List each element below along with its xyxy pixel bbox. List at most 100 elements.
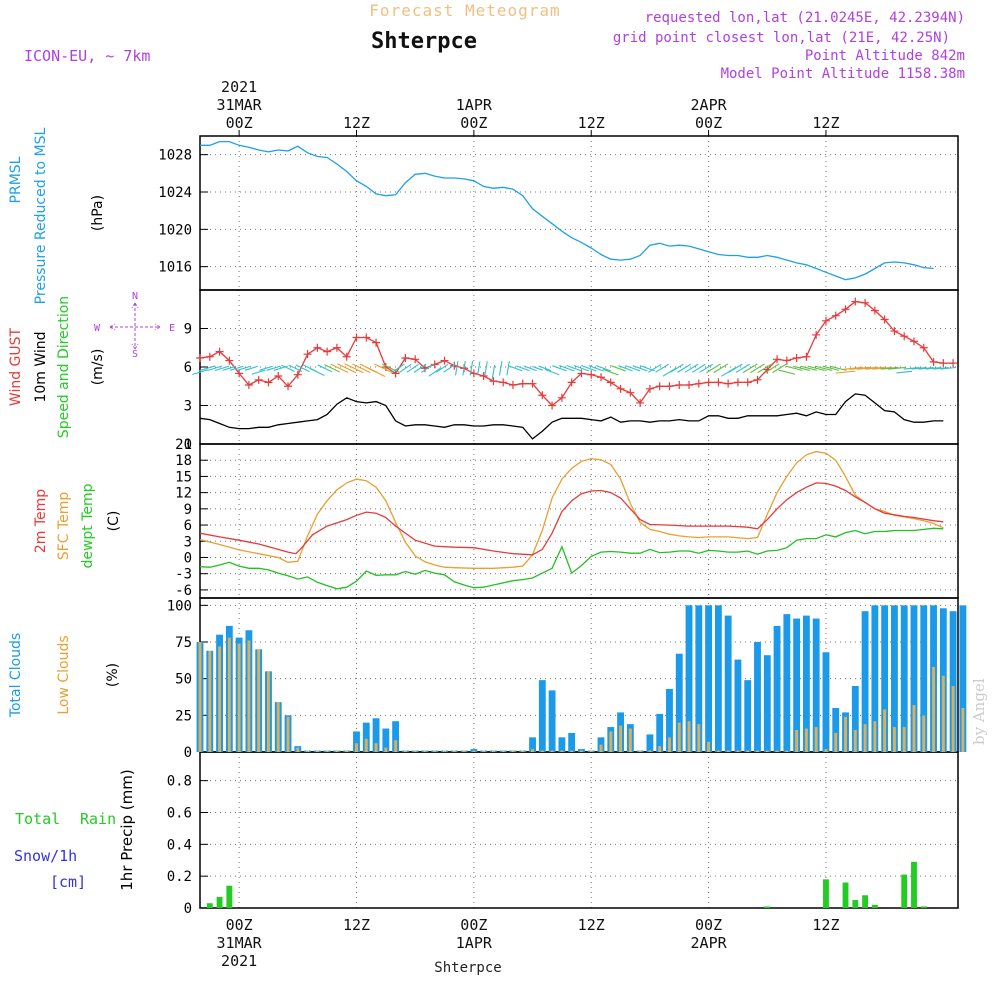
low-cloud-bar bbox=[560, 750, 564, 752]
wind-arrow bbox=[721, 367, 736, 377]
low-cloud-bar bbox=[579, 750, 583, 752]
low-cloud-bar bbox=[296, 747, 300, 752]
low-cloud-bar bbox=[726, 750, 730, 752]
gust-marker bbox=[499, 378, 508, 387]
total-cloud-bar bbox=[568, 732, 576, 752]
low-cloud-bar bbox=[638, 750, 642, 752]
total-cloud-bar bbox=[705, 605, 713, 752]
low-cloud-bar bbox=[932, 666, 936, 752]
wind-unit: (m/s) bbox=[90, 349, 106, 386]
wind-arrow bbox=[491, 364, 496, 380]
total-cloud-bar bbox=[812, 618, 820, 752]
low-cloud-bar bbox=[814, 727, 818, 752]
wind-gust-line bbox=[199, 300, 954, 407]
gust-marker bbox=[479, 371, 488, 380]
sfc-temp-label: SFC Temp bbox=[56, 492, 72, 561]
wind-arrow bbox=[324, 364, 340, 373]
low-cloud-bar bbox=[286, 716, 290, 752]
low-cloud-bar bbox=[355, 743, 358, 752]
precip-tick-label: 0.8 bbox=[167, 774, 192, 790]
wind-arrow bbox=[800, 365, 818, 371]
precip-tick-label: 0.4 bbox=[167, 837, 192, 853]
precip-cm-label: [cm] bbox=[50, 873, 86, 891]
gust-marker bbox=[411, 355, 420, 364]
wind-arrow bbox=[625, 365, 641, 372]
total-cloud-bar bbox=[362, 722, 370, 752]
wind-tick-label: 3 bbox=[184, 399, 192, 415]
gust-marker bbox=[440, 356, 449, 365]
wind-arrow bbox=[381, 363, 400, 373]
total-cloud-bar bbox=[558, 737, 566, 752]
low-cloud-bar bbox=[511, 750, 515, 752]
time-label-bottom: 00Z bbox=[460, 916, 487, 934]
low-cloud-bar bbox=[736, 750, 740, 752]
gust-marker bbox=[205, 352, 214, 361]
total-cloud-bar bbox=[783, 614, 791, 752]
wind-arrow bbox=[662, 367, 677, 377]
wind-arrow bbox=[793, 365, 810, 371]
low-cloud-bar bbox=[208, 650, 212, 752]
total-cloud-bar bbox=[597, 737, 605, 752]
gust-marker bbox=[675, 380, 684, 389]
total-cloud-bar bbox=[793, 618, 801, 752]
gust-marker bbox=[636, 398, 645, 407]
gust-marker bbox=[645, 384, 654, 393]
wind-arrow bbox=[251, 369, 266, 375]
time-label-bottom: 00Z bbox=[695, 916, 722, 934]
low-cloud-bar bbox=[433, 750, 437, 752]
wind-speed-line bbox=[199, 393, 944, 440]
gust-marker bbox=[313, 343, 322, 352]
total-cloud-bar bbox=[695, 605, 703, 752]
gust-marker bbox=[821, 316, 830, 325]
gust-marker bbox=[841, 305, 850, 314]
time-label-bottom: 2021 bbox=[221, 952, 257, 970]
clouds-tick-label: 0 bbox=[184, 745, 192, 761]
low-cloud-bar bbox=[325, 750, 329, 752]
low-cloud-bar bbox=[266, 671, 270, 752]
wind-arrow bbox=[337, 363, 357, 374]
wind-arrow bbox=[648, 363, 662, 373]
total-cloud-bar bbox=[763, 655, 771, 752]
low-cloud-bar bbox=[628, 728, 632, 752]
total-cloud-bar bbox=[802, 615, 810, 752]
temperature-tick-label: 0 bbox=[184, 550, 192, 566]
time-label-bottom: 12Z bbox=[578, 916, 605, 934]
low-clouds-label: Low Clouds bbox=[56, 635, 72, 714]
wind-arrow bbox=[413, 363, 427, 373]
rain-bar bbox=[871, 904, 878, 908]
total-cloud-bar bbox=[822, 652, 830, 752]
total-cloud-bar bbox=[734, 659, 742, 752]
wind-arrow bbox=[742, 363, 758, 374]
low-cloud-bar bbox=[247, 640, 251, 752]
wind-arrow bbox=[632, 365, 648, 372]
low-cloud-bar bbox=[834, 732, 838, 752]
wind-arrow bbox=[835, 370, 856, 374]
low-cloud-bar bbox=[521, 750, 525, 752]
gust-marker bbox=[323, 347, 332, 356]
gust-marker bbox=[489, 377, 498, 386]
wind-arrow bbox=[199, 365, 216, 372]
gridlines bbox=[200, 136, 958, 909]
requested-coords: requested lon,lat (21.0245E, 42.2394N) bbox=[645, 10, 965, 26]
low-cloud-bar bbox=[589, 750, 593, 752]
low-cloud-bar bbox=[443, 750, 446, 752]
low-cloud-bar bbox=[384, 747, 388, 752]
rain-bar bbox=[911, 861, 917, 908]
wind-arrow bbox=[295, 364, 310, 373]
rain-bar bbox=[901, 874, 908, 908]
pressure-label-msl: Pressure Reduced to MSL bbox=[33, 127, 49, 304]
wind-arrow bbox=[911, 366, 927, 370]
gust-marker bbox=[196, 354, 204, 363]
wind-arrow bbox=[713, 363, 729, 374]
gust-marker bbox=[909, 337, 918, 346]
gust-marker bbox=[362, 333, 371, 342]
clouds-tick-label: 75 bbox=[175, 635, 192, 651]
gust-marker bbox=[685, 380, 694, 389]
wind-arrow bbox=[476, 361, 481, 376]
gust-marker bbox=[626, 388, 635, 397]
low-cloud-bar bbox=[883, 709, 887, 752]
gust-marker bbox=[880, 315, 889, 324]
temperature-tick-label: 9 bbox=[184, 502, 192, 518]
low-cloud-bar bbox=[482, 750, 486, 752]
